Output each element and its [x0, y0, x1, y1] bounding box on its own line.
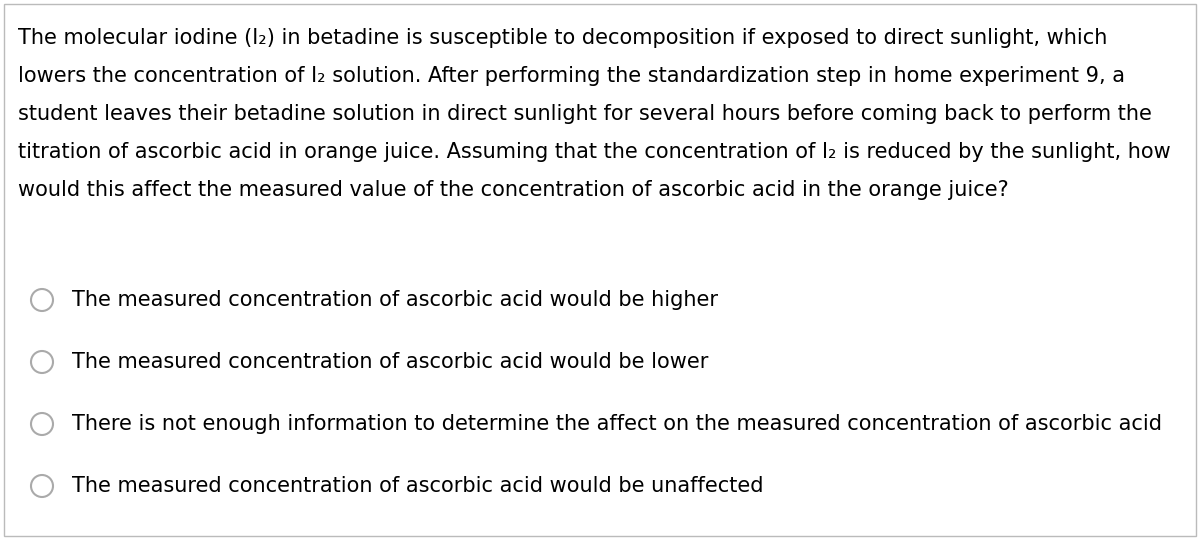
Text: titration of ascorbic acid in orange juice. Assuming that the concentration of I: titration of ascorbic acid in orange jui…: [18, 142, 1171, 162]
Text: The measured concentration of ascorbic acid would be unaffected: The measured concentration of ascorbic a…: [72, 476, 763, 496]
Text: lowers the concentration of I₂ solution. After performing the standardization st: lowers the concentration of I₂ solution.…: [18, 66, 1126, 86]
Text: student leaves their betadine solution in direct sunlight for several hours befo: student leaves their betadine solution i…: [18, 104, 1152, 124]
Text: would this affect the measured value of the concentration of ascorbic acid in th: would this affect the measured value of …: [18, 180, 1009, 200]
Text: The measured concentration of ascorbic acid would be higher: The measured concentration of ascorbic a…: [72, 290, 718, 310]
Text: There is not enough information to determine the affect on the measured concentr: There is not enough information to deter…: [72, 414, 1162, 434]
Text: The molecular iodine (I₂) in betadine is susceptible to decomposition if exposed: The molecular iodine (I₂) in betadine is…: [18, 28, 1108, 48]
Text: The measured concentration of ascorbic acid would be lower: The measured concentration of ascorbic a…: [72, 352, 708, 372]
